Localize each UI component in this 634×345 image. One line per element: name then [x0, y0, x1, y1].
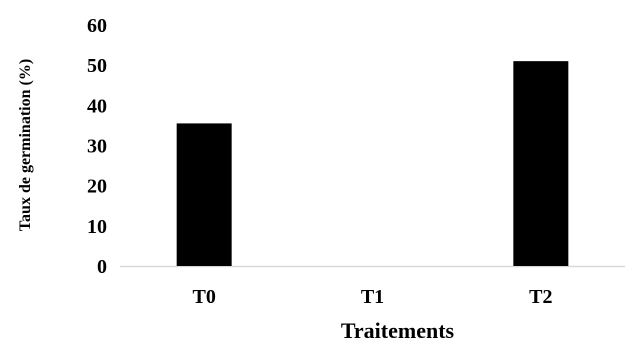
- x-tick-label: T1: [361, 286, 384, 308]
- x-axis-title: Traitements: [341, 318, 455, 343]
- bar-t2: [513, 61, 569, 267]
- y-tick-label: 30: [87, 136, 107, 158]
- bars: [176, 61, 569, 267]
- y-tick-label: 0: [97, 256, 107, 278]
- x-axis-ticks: T0 T1 T2: [192, 286, 552, 308]
- y-tick-label: 50: [87, 55, 107, 77]
- y-tick-label: 20: [87, 176, 107, 198]
- bar-t0: [176, 123, 232, 267]
- x-tick-label: T2: [529, 286, 552, 308]
- y-tick-label: 10: [87, 216, 107, 238]
- y-tick-label: 40: [87, 95, 107, 117]
- y-tick-label: 60: [87, 15, 107, 37]
- x-tick-label: T0: [192, 286, 215, 308]
- y-axis-ticks: 0 10 20 30 40 50 60: [87, 15, 107, 278]
- y-axis-title: Taux de germination (%): [17, 59, 34, 231]
